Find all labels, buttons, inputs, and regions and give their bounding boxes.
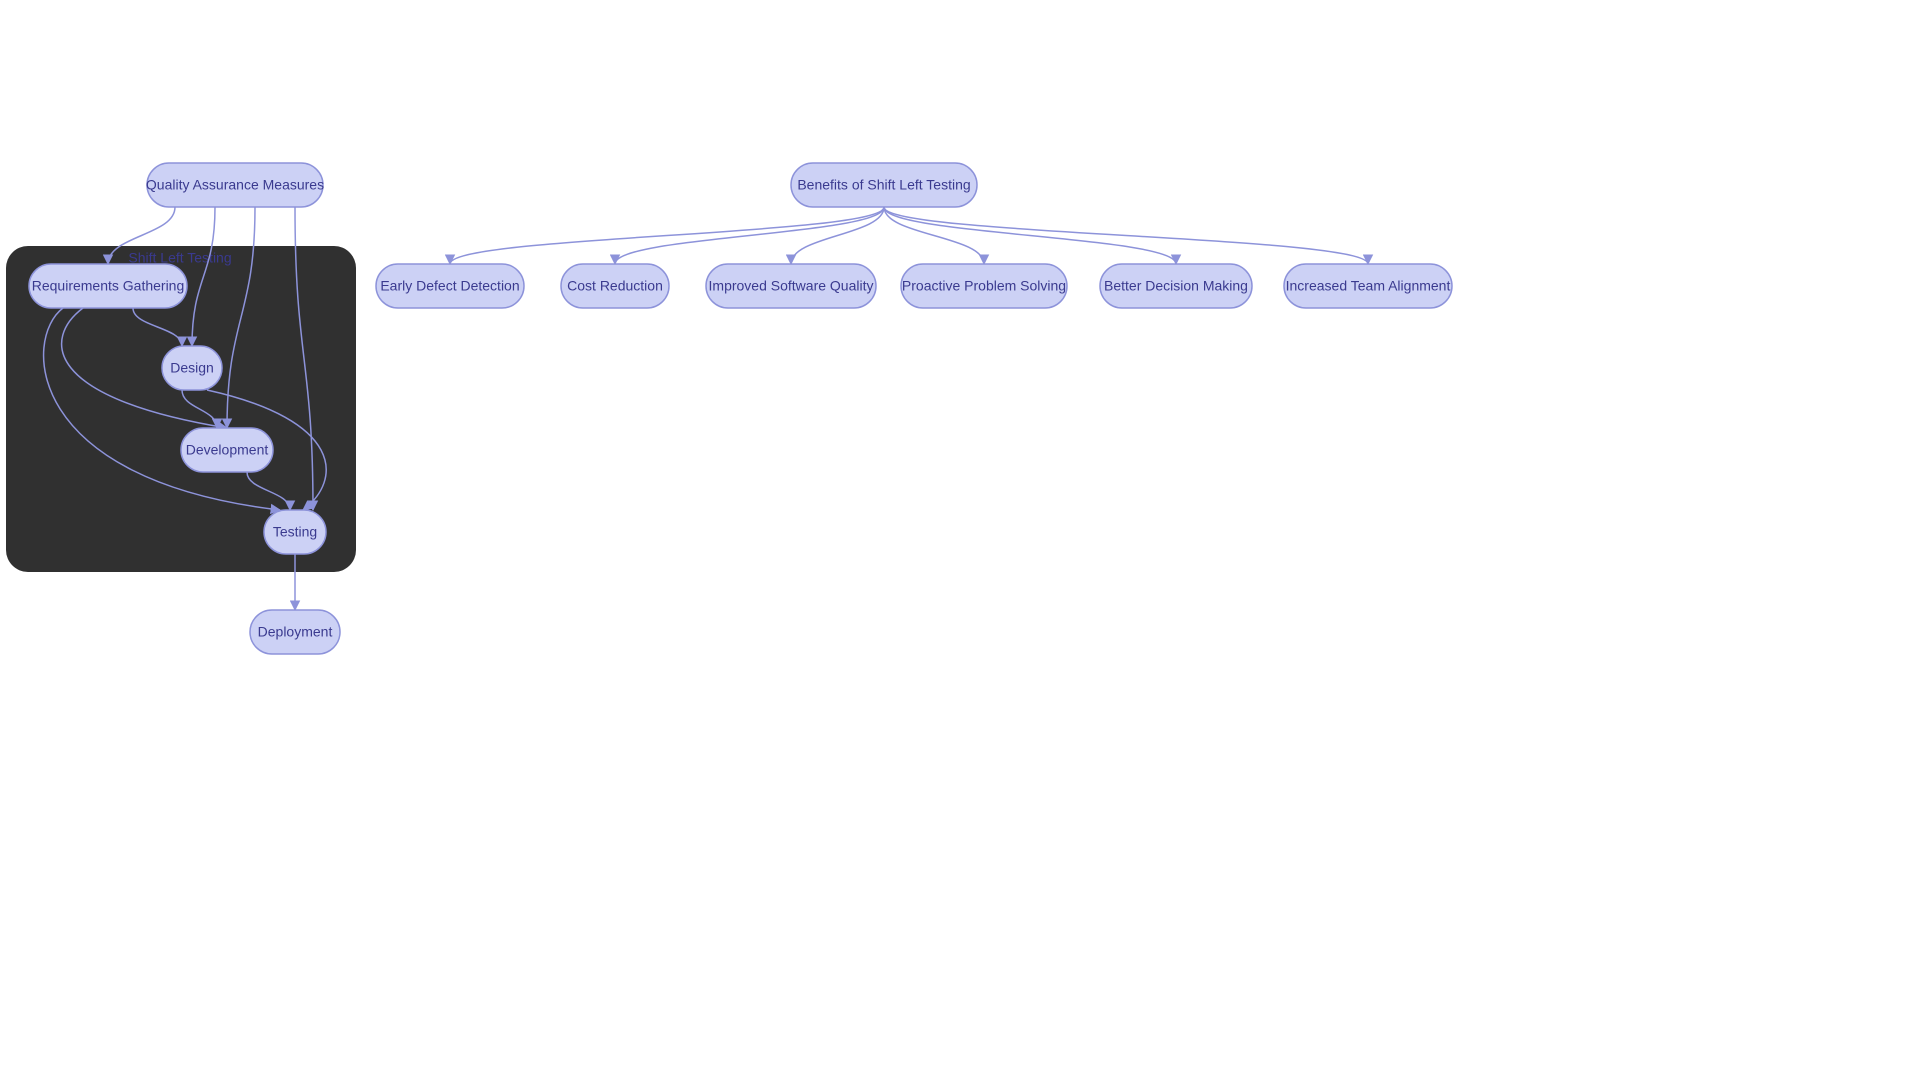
node-b2: Cost Reduction <box>561 264 669 308</box>
node-design: Design <box>162 346 222 390</box>
node-label-testing: Testing <box>273 524 317 540</box>
node-b1: Early Defect Detection <box>376 264 524 308</box>
node-label-design: Design <box>170 360 214 376</box>
node-label-req: Requirements Gathering <box>32 278 185 294</box>
node-qa: Quality Assurance Measures <box>146 163 324 207</box>
node-benefits: Benefits of Shift Left Testing <box>791 163 977 207</box>
edge-benefits-to-b2 <box>615 207 884 264</box>
node-label-b4: Proactive Problem Solving <box>902 278 1066 294</box>
node-testing: Testing <box>264 510 326 554</box>
node-label-dev: Development <box>186 442 269 458</box>
edge-benefits-to-b6 <box>884 207 1368 264</box>
node-label-b3: Improved Software Quality <box>709 278 874 294</box>
node-req: Requirements Gathering <box>29 264 187 308</box>
shift-left-container-label: Shift Left Testing <box>128 249 231 265</box>
node-b4: Proactive Problem Solving <box>901 264 1067 308</box>
node-dev: Development <box>181 428 273 472</box>
edge-benefits-to-b1 <box>450 207 884 264</box>
node-label-b2: Cost Reduction <box>567 278 663 294</box>
node-label-b5: Better Decision Making <box>1104 278 1248 294</box>
node-label-deploy: Deployment <box>258 624 333 640</box>
node-b5: Better Decision Making <box>1100 264 1252 308</box>
node-label-benefits: Benefits of Shift Left Testing <box>797 177 970 193</box>
node-label-qa: Quality Assurance Measures <box>146 177 324 193</box>
flowchart-diagram: Shift Left Testing Quality Assurance Mea… <box>0 0 1920 1080</box>
node-b6: Increased Team Alignment <box>1284 264 1452 308</box>
node-b3: Improved Software Quality <box>706 264 876 308</box>
node-label-b1: Early Defect Detection <box>380 278 519 294</box>
node-deploy: Deployment <box>250 610 340 654</box>
node-label-b6: Increased Team Alignment <box>1286 278 1451 294</box>
